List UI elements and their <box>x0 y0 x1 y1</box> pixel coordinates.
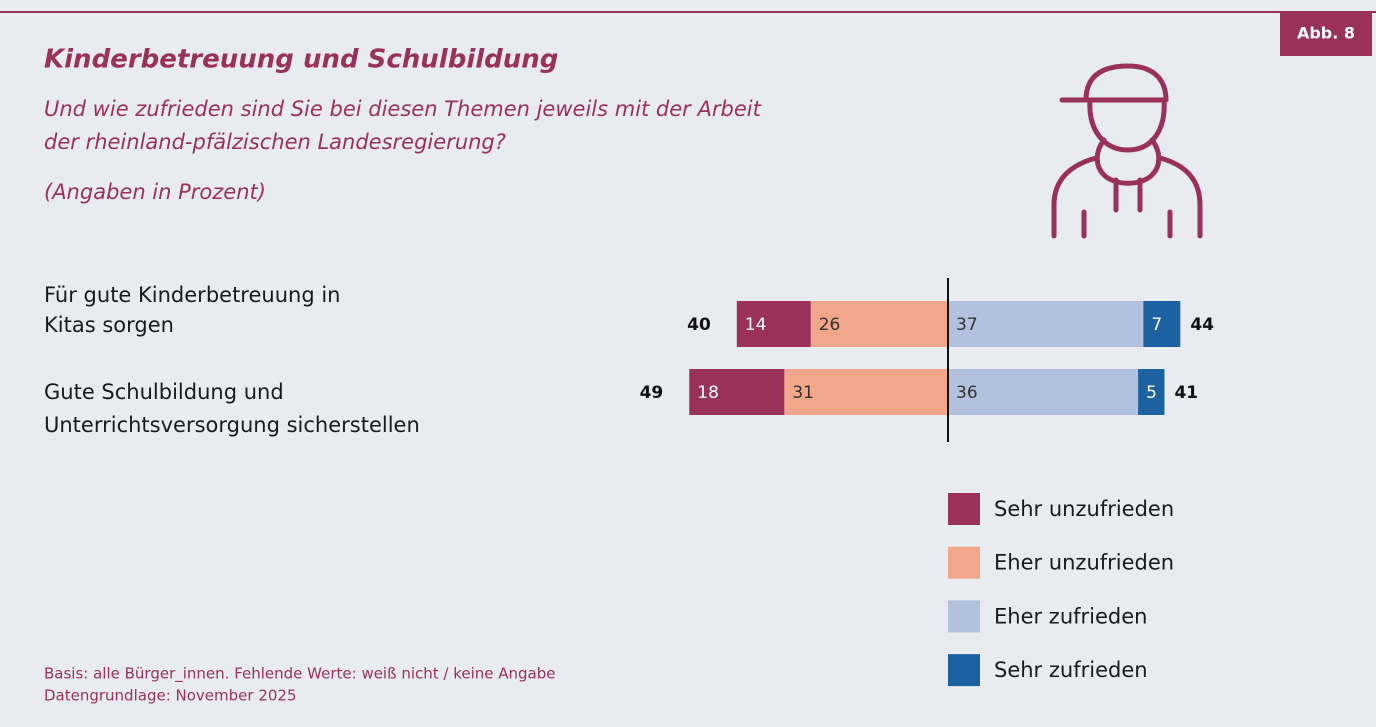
chart-title: Kinderbetreuung und Schulbildung <box>44 45 558 75</box>
bar-segment <box>784 369 948 415</box>
category-label: Unterrichtsversorgung sicherstellen <box>44 413 420 437</box>
value-label: 18 <box>697 383 719 403</box>
total-label: 49 <box>640 383 664 403</box>
bar-segment <box>736 301 811 347</box>
legend-label: Eher zufrieden <box>994 604 1147 628</box>
unit-note: (Angaben in Prozent) <box>44 180 266 204</box>
total-label: 40 <box>687 315 711 335</box>
total-label: 44 <box>1190 315 1214 335</box>
value-label: 26 <box>819 315 841 335</box>
value-label: 31 <box>792 383 814 403</box>
category-label: Gute Schulbildung und <box>44 380 284 404</box>
legend-swatch <box>948 600 980 633</box>
bar-segment <box>1138 369 1165 415</box>
total-label: 41 <box>1174 383 1198 403</box>
legend-label: Eher unzufrieden <box>994 551 1174 575</box>
legend-swatch <box>948 654 980 687</box>
category-label: Kitas sorgen <box>44 313 174 337</box>
subtitle: Und wie zufrieden sind Sie bei diesen Th… <box>44 97 762 121</box>
badge-box <box>1280 12 1372 56</box>
bar-segment <box>689 369 785 415</box>
value-label: 36 <box>956 383 978 403</box>
person-icon <box>1051 63 1203 239</box>
legend-swatch <box>948 493 980 525</box>
note: Basis: alle Bürger_innen. Fehlende Werte… <box>44 665 556 684</box>
category-label: Für gute Kinderbetreuung in <box>44 283 340 307</box>
value-label: 37 <box>956 315 978 335</box>
value-label: 14 <box>745 315 767 335</box>
value-label: 5 <box>1146 383 1157 403</box>
subtitle: der rheinland-pfälzischen Landesregierun… <box>44 130 506 154</box>
bar-segment <box>1143 301 1181 347</box>
badge: Abb. 8 <box>1297 24 1355 43</box>
legend-label: Sehr zufrieden <box>994 658 1148 682</box>
bar-segment <box>948 369 1139 415</box>
legend-swatch <box>948 546 980 579</box>
bar-segment <box>810 301 948 347</box>
value-label: 7 <box>1151 315 1162 335</box>
legend-label: Sehr unzufrieden <box>994 497 1174 521</box>
note: Datengrundlage: November 2025 <box>44 687 297 705</box>
bar-segment <box>948 301 1144 347</box>
